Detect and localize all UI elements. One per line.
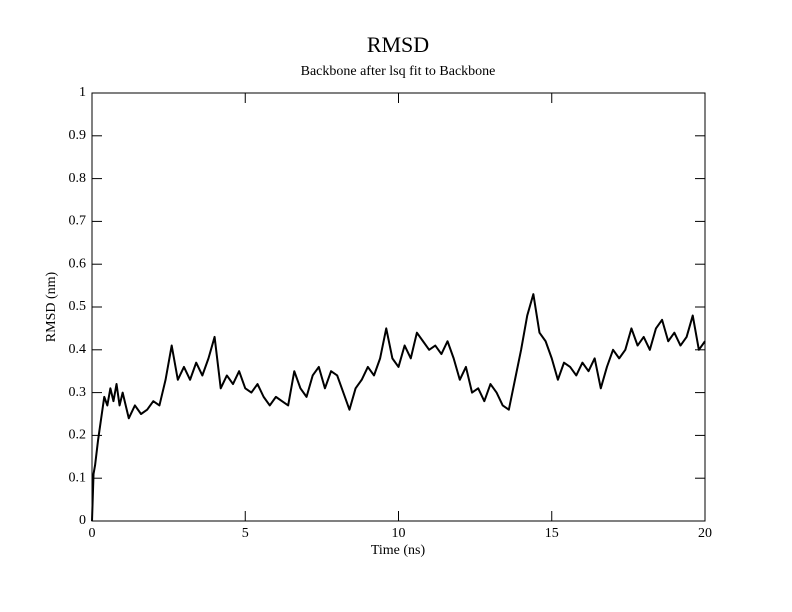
y-axis-label: RMSD (nm) [44, 271, 59, 342]
y-tick-label: 0.6 [69, 256, 87, 271]
x-tick-label: 10 [392, 526, 406, 541]
chart-title: RMSD [367, 32, 429, 57]
y-tick-label: 0.9 [69, 128, 87, 143]
y-tick-label: 0.5 [69, 299, 87, 314]
x-axis-label: Time (ns) [371, 543, 426, 558]
data-line [91, 293, 706, 522]
y-tick-label: 0.2 [69, 428, 87, 443]
x-tick-label: 20 [698, 526, 712, 541]
y-tick-label: 0.8 [69, 171, 87, 186]
chart-subtitle: Backbone after lsq fit to Backbone [301, 64, 496, 79]
y-tick-label: 0.7 [69, 214, 87, 229]
y-tick-label: 0.3 [69, 385, 87, 400]
y-tick-label: 1 [79, 85, 86, 100]
y-tick-label: 0.4 [69, 342, 87, 357]
y-tick-label: 0.1 [69, 470, 87, 485]
y-tick-label: 0 [79, 513, 86, 528]
x-tick-label: 5 [242, 526, 249, 541]
x-tick-label: 0 [89, 526, 96, 541]
x-tick-label: 15 [545, 526, 559, 541]
